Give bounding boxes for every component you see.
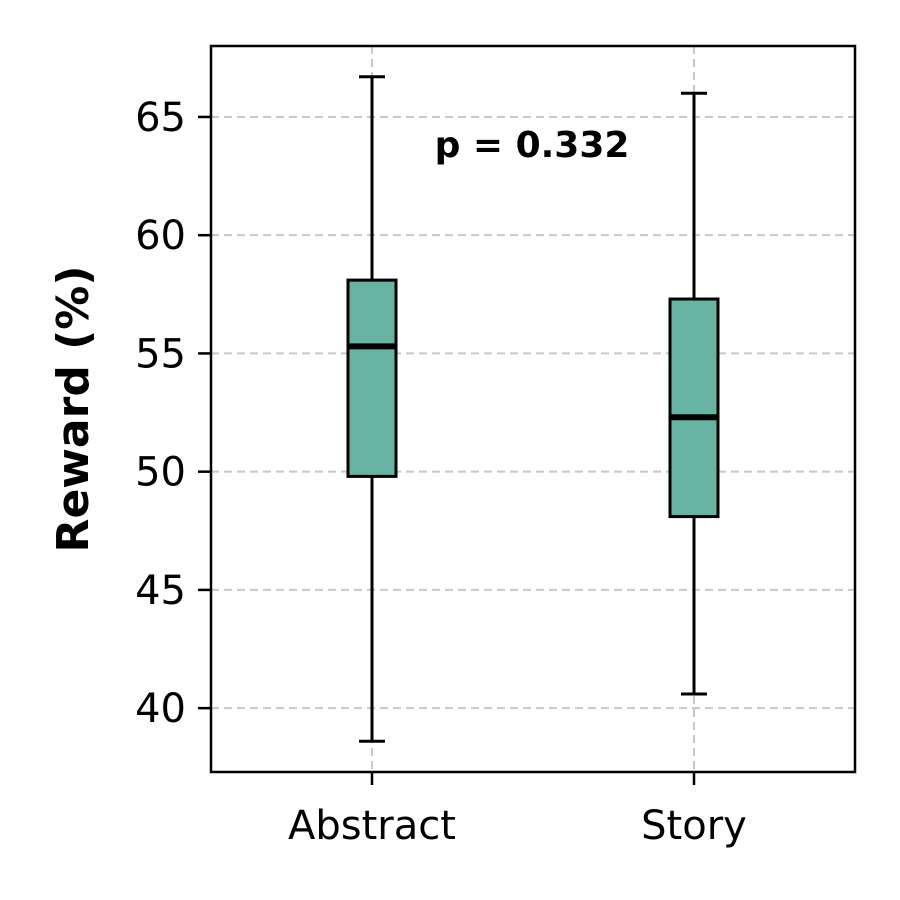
y-tick-label: 40 xyxy=(135,686,186,732)
axis-ticks: 40 45 50 55 60 65 Abstract Story xyxy=(135,95,747,849)
y-tick-label: 65 xyxy=(135,95,186,141)
box-series xyxy=(346,75,720,743)
x-tick-label: Abstract xyxy=(288,803,456,849)
y-tick-label: 55 xyxy=(135,331,186,377)
p-value-annotation: p = 0.332 xyxy=(435,125,630,166)
y-tick-label: 45 xyxy=(135,568,186,614)
y-tick-label: 60 xyxy=(135,213,186,259)
x-tick-label: Story xyxy=(641,803,747,849)
box-iqr xyxy=(346,278,398,478)
y-tick-label: 50 xyxy=(135,450,186,496)
plot-area-frame xyxy=(209,44,857,774)
y-axis-title: Reward (%) xyxy=(48,266,99,553)
box-iqr xyxy=(668,297,720,519)
